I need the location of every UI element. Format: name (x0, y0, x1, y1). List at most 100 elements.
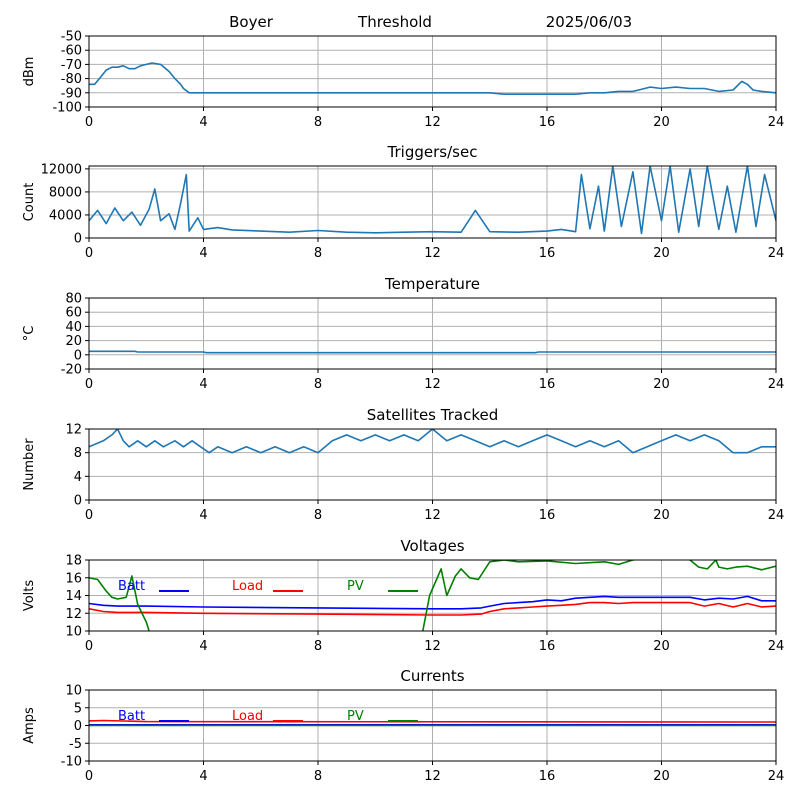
x-tick-label: 0 (85, 377, 93, 392)
y-tick-label: -50 (61, 30, 82, 45)
chart-title: Temperature (384, 275, 480, 293)
series-line (89, 166, 776, 235)
header-mode: Threshold (357, 13, 432, 31)
x-tick-label: 12 (424, 639, 441, 654)
x-tick-label: 24 (768, 246, 785, 261)
y-tick-label: 40 (65, 320, 82, 335)
chart-voltages: 0 4 8 12 16 20 24 10 12 14 16 18 Voltages Volts Batt Lo… (22, 537, 784, 654)
x-tick-label: 16 (539, 246, 556, 261)
plot-area (89, 166, 776, 235)
y-tick-label: -80 (61, 72, 82, 87)
x-tick-label: 24 (768, 508, 785, 523)
chart-title: Satellites Tracked (367, 406, 498, 424)
x-tick-label: 8 (314, 769, 322, 784)
x-tick-label: 16 (539, 769, 556, 784)
x-tick-label: 20 (653, 769, 670, 784)
legend-label-pv: PV (347, 709, 364, 724)
x-tick-label: 12 (424, 769, 441, 784)
y-tick-label: 8 (74, 446, 82, 461)
y-axis-label: Amps (22, 707, 37, 744)
y-tick-label: 4 (74, 470, 82, 485)
x-tick-label: 24 (768, 769, 785, 784)
chart-title: Voltages (400, 537, 464, 555)
y-tick-label: 18 (65, 554, 82, 569)
plot-area (89, 719, 776, 727)
x-tick-label: 12 (424, 246, 441, 261)
x-tick-label: 16 (539, 377, 556, 392)
y-tick-label: 12 (65, 607, 82, 622)
x-tick-label: 8 (314, 115, 322, 130)
series-line-batt (89, 595, 776, 610)
x-tick-label: 0 (85, 769, 93, 784)
series-line-pv (89, 560, 776, 631)
y-tick-label: -60 (61, 44, 82, 59)
y-tick-label: -10 (61, 755, 82, 770)
y-tick-label: -20 (61, 363, 82, 378)
y-tick-label: -90 (61, 86, 82, 101)
x-tick-label: 4 (199, 115, 207, 130)
legend-label-pv: PV (347, 579, 364, 594)
y-tick-label: 4000 (49, 208, 82, 223)
y-tick-label: 16 (65, 571, 82, 586)
x-tick-label: 12 (424, 115, 441, 130)
x-tick-label: 4 (199, 769, 207, 784)
y-tick-label: 5 (74, 701, 82, 716)
x-tick-label: 24 (768, 115, 785, 130)
plot-frame (88, 297, 777, 370)
y-tick-label: 10 (65, 684, 82, 699)
chart-title: Currents (400, 667, 464, 685)
y-axis-label: °C (22, 326, 37, 342)
plot-frame (88, 165, 777, 239)
plot-area (89, 429, 776, 454)
y-axis-label: dBm (22, 57, 37, 87)
chart-power: 0 4 8 12 16 20 24 -100-90-80-70-60-50 dBm (22, 30, 784, 131)
y-axis-label: Number (22, 438, 37, 491)
x-tick-label: 4 (199, 246, 207, 261)
y-tick-label: 8000 (49, 185, 82, 200)
y-tick-label: 10 (65, 625, 82, 640)
x-tick-label: 16 (539, 115, 556, 130)
x-tick-label: 4 (199, 508, 207, 523)
header-site: Boyer (229, 13, 274, 31)
plot-frame (88, 559, 777, 632)
x-tick-label: 24 (768, 639, 785, 654)
y-tick-label: 20 (65, 334, 82, 349)
y-axis-label: Volts (22, 580, 37, 612)
y-tick-label: 0 (74, 494, 82, 509)
x-tick-label: 8 (314, 639, 322, 654)
x-tick-label: 20 (653, 246, 670, 261)
x-tick-label: 16 (539, 508, 556, 523)
x-tick-label: 20 (653, 115, 670, 130)
series-line (89, 62, 776, 95)
series-line (89, 350, 776, 354)
x-tick-label: 0 (85, 639, 93, 654)
chart-satellites: 0 4 8 12 16 20 24 0 4 8 12 Satellites Tracked Number (22, 406, 784, 523)
x-tick-label: 0 (85, 508, 93, 523)
x-tick-label: 4 (199, 639, 207, 654)
gridlines (88, 428, 777, 501)
x-tick-label: 24 (768, 377, 785, 392)
plot-area (89, 62, 776, 95)
plot-frame (88, 428, 777, 501)
x-tick-label: 12 (424, 508, 441, 523)
x-tick-label: 16 (539, 639, 556, 654)
x-tick-label: 8 (314, 508, 322, 523)
y-tick-label: -5 (69, 737, 82, 752)
y-tick-label: 12 (65, 423, 82, 438)
legend-label-batt: Batt (118, 579, 145, 594)
x-tick-label: 12 (424, 377, 441, 392)
gridlines (88, 297, 777, 370)
series-line-load (89, 601, 776, 616)
plot-frame (88, 689, 777, 762)
x-tick-label: 20 (653, 377, 670, 392)
chart-currents: 0 4 8 12 16 20 24 -10 -5 0 5 10 Currents Amps Batt Load… (22, 667, 784, 784)
y-tick-label: 0 (74, 232, 82, 247)
y-tick-label: 0 (74, 719, 82, 734)
legend-label-load: Load (232, 579, 263, 594)
legend-label-load: Load (232, 709, 263, 724)
gridlines (88, 559, 777, 632)
y-tick-label: 14 (65, 589, 82, 604)
